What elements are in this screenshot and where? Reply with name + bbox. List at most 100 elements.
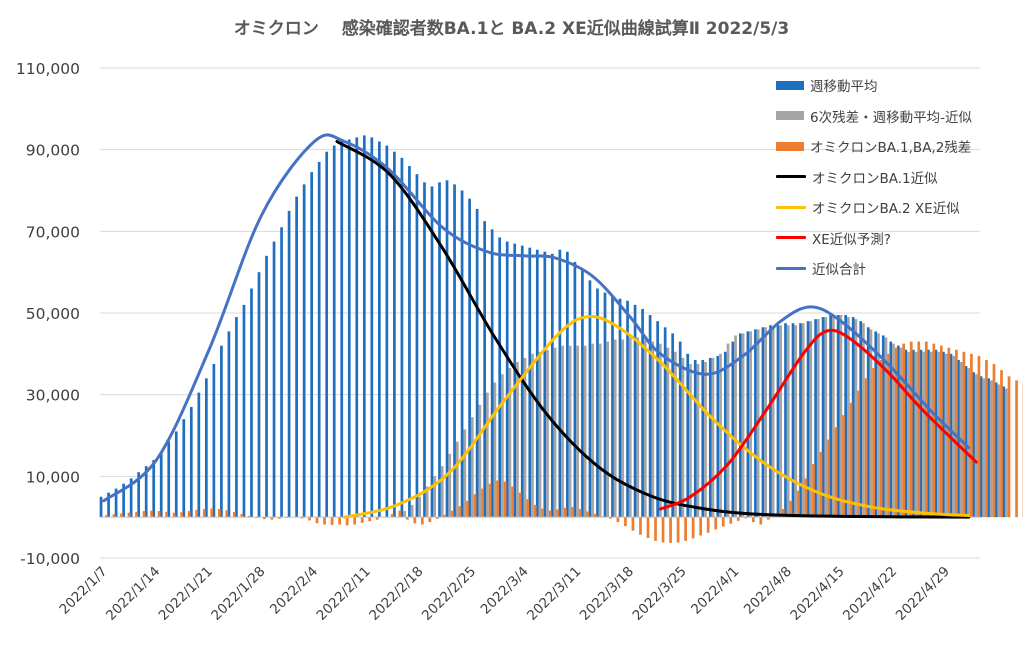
bar-ba-residual — [451, 511, 454, 518]
bar-weekly-avg — [386, 146, 389, 518]
bar-ba-residual — [865, 378, 868, 517]
bar-residual-6th — [997, 384, 1000, 517]
x-tick-label: 2022/4/8 — [741, 564, 795, 618]
bar-residual-6th — [614, 340, 617, 518]
bar-residual-6th — [651, 342, 654, 518]
bar-residual-6th — [591, 344, 594, 518]
bar-residual-6th — [697, 364, 700, 517]
bar-ba-residual — [714, 517, 717, 529]
bar-residual-6th — [855, 319, 858, 517]
bar-residual-6th — [471, 417, 474, 517]
bar-residual-6th — [448, 454, 451, 517]
x-tick-label: 2022/2/4 — [267, 564, 321, 618]
bar-residual-6th — [418, 497, 421, 517]
bar-ba-residual — [887, 354, 890, 517]
bar-weekly-avg — [220, 346, 223, 517]
legend-swatch-xe-forecast — [776, 236, 806, 239]
bar-ba-residual — [677, 517, 680, 542]
bar-weekly-avg — [566, 252, 569, 517]
bar-weekly-avg — [288, 211, 291, 517]
bar-ba-residual — [835, 427, 838, 517]
bar-weekly-avg — [792, 323, 795, 517]
bar-ba-residual — [233, 512, 236, 517]
bar-ba-residual — [963, 352, 966, 517]
bar-ba-residual — [647, 517, 650, 538]
bar-weekly-avg — [777, 325, 780, 517]
y-tick-label: 30,000 — [26, 387, 80, 405]
bar-ba-residual — [158, 511, 161, 517]
bar-weekly-avg — [686, 354, 689, 517]
bar-ba-residual — [474, 494, 477, 517]
y-tick-label: 70,000 — [26, 223, 80, 241]
bar-residual-6th — [689, 364, 692, 517]
bar-ba-residual — [556, 509, 559, 517]
bar-ba-residual — [1000, 370, 1003, 517]
bar-residual-6th — [667, 348, 670, 517]
bar-weekly-avg — [506, 242, 509, 518]
bar-weekly-avg — [739, 333, 742, 517]
bar-weekly-avg — [574, 262, 577, 517]
bar-weekly-avg — [799, 323, 802, 517]
bar-residual-6th — [659, 344, 662, 518]
bar-ba-residual — [1015, 380, 1018, 517]
legend-item-residual-6th[interactable]: 6次残差・週移動平均-近似 — [776, 101, 972, 132]
bar-weekly-avg — [295, 197, 298, 518]
bar-ba-residual — [872, 368, 875, 517]
bar-residual-6th — [832, 315, 835, 517]
x-tick-label: 2022/2/25 — [419, 564, 479, 624]
bar-weekly-avg — [228, 331, 231, 517]
legend-item-weekly-avg[interactable]: 週移動平均 — [776, 70, 972, 101]
bar-weekly-avg — [401, 158, 404, 517]
bar-weekly-avg — [408, 166, 411, 517]
bar-ba-residual — [722, 517, 725, 526]
legend-item-xe-forecast[interactable]: XE近似予測? — [776, 223, 972, 254]
bar-ba-residual — [413, 517, 416, 523]
bar-residual-6th — [772, 327, 775, 517]
bar-residual-6th — [712, 358, 715, 517]
bar-residual-6th — [990, 380, 993, 517]
bar-weekly-avg — [498, 237, 501, 517]
bar-weekly-avg — [265, 256, 268, 517]
legend-swatch-residual-6th — [776, 111, 804, 120]
bar-weekly-avg — [310, 172, 313, 517]
bar-ba-residual — [993, 364, 996, 517]
x-tick-label: 2022/1/7 — [56, 564, 110, 618]
bar-weekly-avg — [235, 317, 238, 517]
bar-ba-residual — [857, 391, 860, 518]
bar-ba-residual — [150, 511, 153, 518]
bar-weekly-avg — [611, 297, 614, 517]
legend-item-ba-residual[interactable]: オミクロンBA.1,BA,2残差 — [776, 131, 972, 162]
bar-ba-residual — [368, 517, 371, 521]
bar-weekly-avg — [513, 244, 516, 518]
bar-ba-residual — [489, 484, 492, 517]
bar-residual-6th — [576, 346, 579, 517]
bar-residual-6th — [764, 327, 767, 517]
bar-weekly-avg — [528, 248, 531, 518]
legend-item-fit-total[interactable]: 近似合計 — [776, 253, 972, 284]
legend-item-ba2-xe-fit[interactable]: オミクロンBA.2 XE近似 — [776, 192, 972, 223]
bar-residual-6th — [682, 358, 685, 517]
bar-residual-6th — [584, 346, 587, 517]
bar-weekly-avg — [363, 135, 366, 517]
bar-residual-6th — [779, 325, 782, 517]
bar-weekly-avg — [491, 229, 494, 517]
bar-residual-6th — [787, 325, 790, 517]
bar-weekly-avg — [784, 323, 787, 517]
bar-residual-6th — [539, 352, 542, 517]
x-tick-label: 2022/2/18 — [366, 564, 426, 624]
bar-residual-6th — [1005, 389, 1008, 518]
bar-ba-residual — [632, 517, 635, 530]
bar-ba-residual — [827, 440, 830, 518]
bar-ba-residual — [571, 507, 574, 517]
bar-ba-residual — [338, 517, 341, 524]
legend-swatch-weekly-avg — [776, 81, 804, 90]
bar-weekly-avg — [716, 356, 719, 517]
bar-ba-residual — [188, 511, 191, 517]
bar-residual-6th — [930, 352, 933, 517]
legend-swatch-ba1-fit — [776, 175, 806, 178]
legend-item-ba1-fit[interactable]: オミクロンBA.1近似 — [776, 162, 972, 193]
bar-ba-residual — [331, 517, 334, 525]
bar-ba-residual — [519, 493, 522, 517]
bar-residual-6th — [742, 333, 745, 517]
bar-ba-residual — [398, 511, 401, 518]
